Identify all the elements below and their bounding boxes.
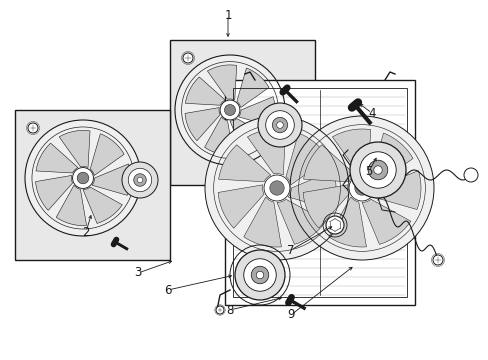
Circle shape — [122, 162, 158, 198]
Circle shape — [258, 103, 302, 147]
Bar — [224, 80, 414, 305]
Polygon shape — [238, 97, 275, 126]
Circle shape — [204, 116, 348, 260]
Polygon shape — [303, 145, 355, 182]
Text: 3: 3 — [134, 266, 142, 279]
Polygon shape — [184, 108, 220, 141]
Polygon shape — [229, 118, 267, 153]
Bar — [170, 40, 314, 185]
Circle shape — [251, 266, 268, 284]
Polygon shape — [328, 197, 366, 247]
Circle shape — [463, 168, 477, 182]
Polygon shape — [236, 68, 268, 108]
Polygon shape — [287, 171, 335, 210]
Polygon shape — [83, 187, 122, 224]
Circle shape — [216, 306, 224, 314]
Text: 2: 2 — [82, 225, 90, 239]
Polygon shape — [92, 164, 130, 195]
Circle shape — [272, 117, 287, 133]
Circle shape — [359, 152, 395, 188]
Polygon shape — [218, 185, 264, 228]
Polygon shape — [90, 134, 124, 175]
Circle shape — [265, 111, 294, 139]
Polygon shape — [204, 117, 233, 155]
Circle shape — [72, 167, 93, 188]
Polygon shape — [361, 199, 410, 244]
Polygon shape — [185, 77, 225, 105]
Circle shape — [276, 122, 283, 128]
Polygon shape — [56, 185, 86, 226]
Polygon shape — [218, 145, 270, 182]
Circle shape — [325, 216, 343, 234]
Polygon shape — [36, 143, 78, 173]
Circle shape — [175, 55, 285, 165]
Polygon shape — [370, 133, 412, 185]
Bar — [15, 110, 170, 260]
Polygon shape — [303, 185, 348, 228]
Circle shape — [224, 104, 235, 116]
Polygon shape — [59, 130, 90, 167]
Bar — [232, 88, 406, 297]
Circle shape — [289, 116, 433, 260]
Circle shape — [25, 120, 141, 236]
Text: 9: 9 — [286, 309, 294, 321]
Circle shape — [269, 181, 284, 195]
Text: 6: 6 — [164, 284, 171, 297]
Circle shape — [354, 181, 368, 195]
Polygon shape — [332, 129, 370, 175]
Circle shape — [373, 166, 382, 174]
Circle shape — [133, 174, 146, 186]
Circle shape — [264, 175, 289, 201]
Circle shape — [77, 172, 89, 184]
Circle shape — [432, 255, 442, 265]
Circle shape — [349, 142, 405, 198]
Circle shape — [235, 250, 285, 300]
Polygon shape — [244, 197, 281, 247]
Text: 8: 8 — [226, 303, 233, 316]
Polygon shape — [285, 133, 327, 185]
Text: 7: 7 — [286, 243, 294, 256]
Circle shape — [183, 53, 193, 63]
Text: 5: 5 — [365, 165, 372, 177]
Text: 1: 1 — [224, 9, 231, 22]
Circle shape — [243, 259, 276, 291]
Circle shape — [220, 100, 240, 120]
Circle shape — [128, 168, 151, 192]
Polygon shape — [36, 175, 72, 210]
Polygon shape — [276, 199, 325, 244]
Circle shape — [137, 177, 142, 183]
Circle shape — [367, 160, 387, 180]
Polygon shape — [207, 65, 236, 100]
Text: 4: 4 — [367, 107, 375, 120]
Polygon shape — [372, 171, 420, 210]
Circle shape — [256, 271, 263, 279]
Circle shape — [28, 123, 38, 133]
Polygon shape — [247, 129, 285, 175]
Circle shape — [348, 175, 374, 201]
